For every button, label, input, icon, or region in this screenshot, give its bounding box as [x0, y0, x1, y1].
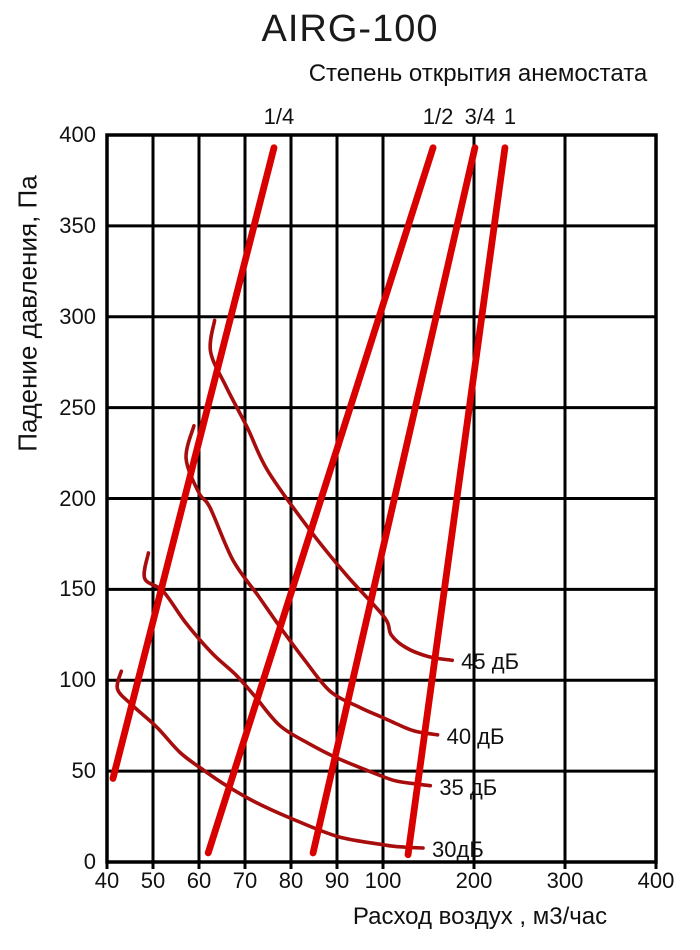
y-tick-label: 300 [59, 303, 96, 329]
y-tick-label: 350 [59, 212, 96, 238]
noise-curve-2 [184, 424, 440, 737]
x-tick-label: 50 [140, 868, 166, 893]
x-tick-label: 200 [455, 868, 493, 893]
x-tick-label: 80 [278, 868, 304, 893]
noise-curve-3 [142, 551, 433, 788]
noise-curve-label: 45 дБ [461, 649, 520, 675]
x-tick-label: 40 [94, 868, 120, 893]
opening-line-3/4 [309, 144, 479, 857]
noise-curve-label: 40 дБ [446, 723, 505, 749]
opening-line-label: 1 [503, 104, 517, 129]
opening-line-label: 1/2 [422, 104, 454, 129]
opening-line-label: 3/4 [464, 104, 496, 129]
noise-curve-label: 30дБ [432, 837, 484, 862]
x-axis-title: Расход воздух , м3/час [352, 903, 608, 930]
y-tick-label: 200 [59, 485, 96, 511]
opening-line-label: 1/4 [263, 104, 295, 129]
chart-title: AIRG-100 [261, 8, 439, 50]
opening-line-1/4 [109, 144, 278, 782]
y-tick-label: 250 [59, 394, 96, 420]
y-tick-label: 0 [83, 849, 96, 874]
y-tick-label: 100 [59, 667, 96, 693]
opening-line-1 [404, 144, 509, 859]
x-tick-label: 400 [637, 868, 675, 893]
plot-border [105, 133, 658, 864]
noise-curve-1 [208, 318, 454, 663]
y-tick-label: 50 [71, 758, 96, 784]
top-axis-title: Степень открытия анемостата [308, 60, 648, 87]
x-tick-label: 60 [186, 868, 212, 893]
x-tick-label: 100 [364, 868, 402, 893]
y-tick-label: 400 [59, 122, 96, 147]
noise-curve-label: 35 дБ [439, 774, 498, 800]
x-tick-label: 90 [324, 868, 350, 893]
opening-line-1/2 [204, 144, 437, 857]
x-tick-label: 70 [232, 868, 258, 893]
noise-curve-4 [115, 669, 425, 850]
y-tick-label: 150 [59, 576, 96, 602]
x-tick-label: 300 [546, 868, 584, 893]
